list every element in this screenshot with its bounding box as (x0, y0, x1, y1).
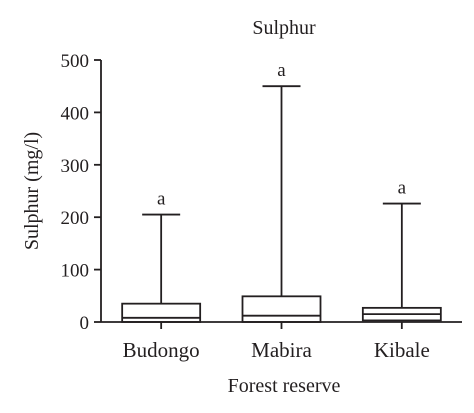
annotation-kibale: a (398, 178, 407, 199)
x-axis-label: Forest reserve (228, 375, 341, 397)
y-tick-label-0: 0 (80, 313, 90, 334)
chart-title: Sulphur (252, 17, 316, 39)
x-tick-label-budongo: Budongo (123, 338, 200, 362)
plot-area: 0 100 200 300 400 500 Budongo a Mabira a Kibale a (61, 51, 462, 362)
y-tick-label-200: 200 (61, 208, 90, 229)
annotation-budongo: a (157, 189, 166, 210)
annotation-mabira: a (277, 60, 286, 81)
box-mabira (241, 295, 322, 323)
y-axis-label: Sulphur (mg/l) (21, 132, 43, 250)
y-tick-label-500: 500 (61, 51, 90, 72)
box-budongo (121, 302, 202, 323)
x-tick-label-mabira: Mabira (251, 338, 312, 362)
x-tick-label-kibale: Kibale (374, 338, 430, 362)
y-tick-label-400: 400 (61, 103, 90, 124)
y-tick-label-100: 100 (61, 261, 90, 282)
y-tick-label-300: 300 (61, 156, 90, 177)
